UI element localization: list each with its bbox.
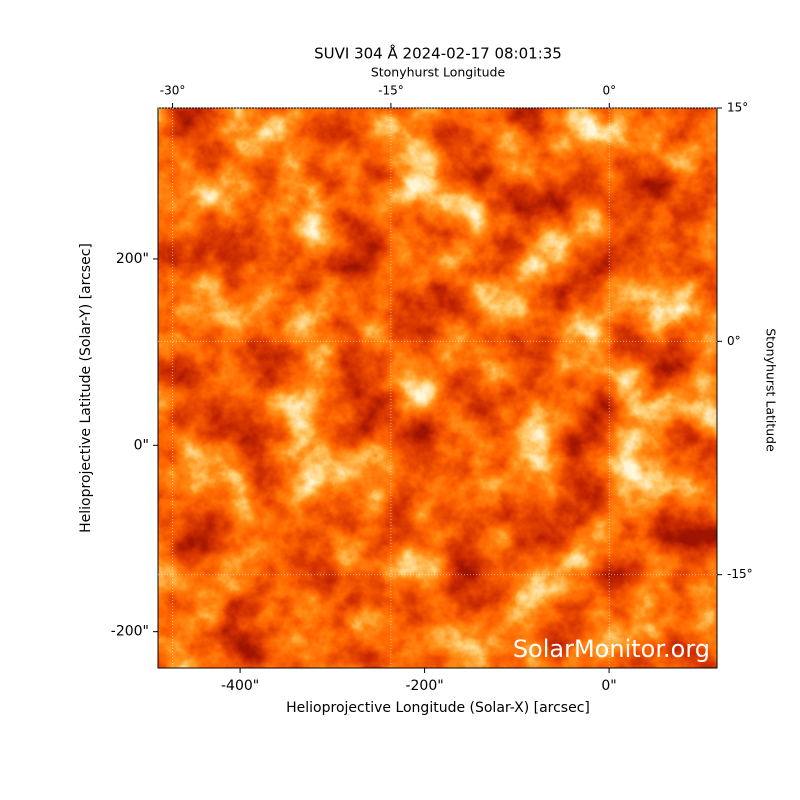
x2-tick-label: -30° [160,84,186,98]
y-tick-label: 0" [134,437,149,453]
y-tick-label: -200" [111,624,149,640]
y2-tick-label: -15° [727,567,753,581]
x-tick-label: 0" [601,678,616,694]
x2-tick-label: -15° [378,84,404,98]
x-tick-label: -400" [221,678,259,694]
y2-axis-label: Stonyhurst Latitude [764,328,779,452]
x-axis-label: Helioprojective Longitude (Solar-X) [arc… [286,700,590,716]
watermark: SolarMonitor.org [513,635,710,663]
chart-title: SUVI 304 Å 2024-02-17 08:01:35 [314,44,562,63]
y-tick-label: 200" [116,251,149,267]
y2-tick-label: 15° [727,101,748,115]
x-tick-label: -200" [405,678,443,694]
y-axis-label: Helioprojective Latitude (Solar-Y) [arcs… [78,243,94,533]
x2-axis-label: Stonyhurst Longitude [371,65,506,80]
x2-tick-label: 0° [602,84,616,98]
solar-image [158,108,717,668]
y2-tick-label: 0° [727,334,741,348]
